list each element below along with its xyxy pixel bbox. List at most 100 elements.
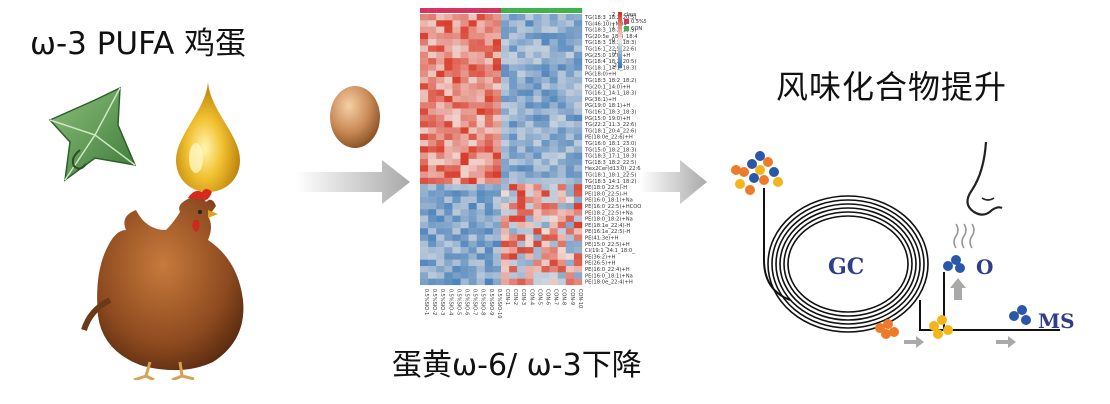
heatmap-cell: [484, 127, 494, 134]
heatmap-cell: [533, 266, 542, 273]
heatmap-cell: [452, 64, 461, 71]
heatmap-cell: [525, 215, 534, 223]
heatmap-cell: [484, 26, 494, 34]
heatmap-cell: [509, 215, 518, 223]
heatmap-cell: [428, 165, 437, 172]
heatmap-cell: [525, 77, 534, 84]
heatmap-cell: [549, 221, 558, 229]
heatmap-cell: [549, 51, 558, 59]
heatmap-cell: [492, 184, 502, 191]
heatmap-cell: [549, 70, 558, 78]
heatmap-cell: [565, 221, 575, 229]
heatmap-cell: [517, 77, 526, 84]
heatmap-cell: [428, 121, 437, 128]
heatmap-cell: [492, 58, 502, 65]
heatmap-cell: [436, 278, 445, 286]
heatmap-cell: [428, 77, 437, 84]
heatmap-cell: [420, 121, 429, 128]
heatmap-cell: [444, 39, 453, 46]
heatmap-cell: [420, 140, 429, 147]
heatmap-cell: [509, 196, 518, 204]
heatmap-cell: [549, 196, 558, 204]
heatmap-cell: [549, 146, 558, 153]
heatmap-cell: [501, 184, 510, 191]
column-label: 0.5%SIO-3: [439, 289, 445, 315]
heatmap-cell: [452, 32, 461, 40]
heatmap-cell: [436, 203, 445, 210]
heatmap-cell: [484, 221, 494, 229]
heatmap-cell: [460, 228, 469, 235]
heatmap-cell: [565, 196, 575, 204]
heatmap-cell: [573, 45, 583, 52]
heatmap-cell: [460, 240, 469, 248]
heatmap-cell: [428, 95, 437, 103]
heatmap-cell: [420, 14, 429, 21]
heatmap-cell: [549, 190, 558, 197]
heatmap-cell: [525, 108, 534, 115]
heatmap-cell: [525, 272, 534, 279]
row-label: Cl(19:1_24:1_18:0_: [585, 248, 635, 254]
heatmap-cell: [492, 114, 502, 122]
heatmap-cell: [476, 64, 485, 71]
heatmap-cell: [501, 152, 510, 160]
row-label: TG(18:1_14:1_18:3): [584, 65, 636, 71]
heatmap-cell: [557, 165, 566, 172]
heatmap-cell: [428, 171, 437, 178]
heatmap-cell: [573, 165, 583, 172]
row-label: PE(18:2_22:5)+Na: [585, 210, 633, 216]
heatmap-cell: [557, 146, 566, 153]
heatmap-cell: [436, 247, 445, 254]
heatmap-cell: [501, 114, 510, 122]
heatmap-cell: [517, 221, 526, 229]
heatmap-cell: [509, 171, 518, 178]
heatmap-cell: [533, 196, 542, 204]
heatmap-cell: [476, 108, 485, 115]
flow-arrow-2-icon: [640, 160, 707, 204]
scale-segment: [618, 51, 622, 55]
heatmap-cell: [420, 234, 429, 241]
heatmap-cell: [557, 259, 566, 267]
heatmap-cell: [565, 14, 575, 21]
scale-tick: 2: [612, 12, 615, 18]
heatmap-cell: [525, 51, 534, 59]
heatmap-cell: [533, 190, 542, 197]
heatmap-cell: [428, 127, 437, 134]
heatmap-cell: [525, 64, 534, 71]
heatmap-cell: [428, 140, 437, 147]
heatmap-cell: [565, 152, 575, 160]
heatmap-cell: [557, 133, 566, 141]
heatmap-cell: [525, 209, 534, 216]
heatmap-cell: [468, 184, 477, 191]
heatmap-cell: [541, 121, 550, 128]
group-bar-segment: [533, 8, 542, 13]
heatmap-cell: [468, 253, 477, 260]
heatmap-cell: [565, 83, 575, 90]
heatmap-cell: [501, 83, 510, 90]
heatmap-cell: [525, 278, 534, 286]
heatmap-cell: [436, 39, 445, 46]
heatmap-cell: [565, 171, 575, 178]
column-label: 0.5%SIO-2: [431, 289, 437, 315]
heatmap-cell: [436, 95, 445, 103]
heatmap-cell: [501, 89, 510, 97]
heatmap-cell: [565, 51, 575, 59]
heatmap-cell: [565, 146, 575, 153]
heatmap-cell: [517, 190, 526, 197]
scale-segment: [618, 14, 622, 18]
heatmap-cell: [484, 114, 494, 122]
heatmap-cell: [444, 14, 453, 21]
heatmap-cell: [468, 108, 477, 115]
heatmap-cell: [565, 240, 575, 248]
heatmap-cell: [484, 171, 494, 178]
heatmap-cell: [557, 32, 566, 40]
heatmap-cell: [452, 158, 461, 166]
heatmap-cell: [436, 102, 445, 109]
heatmap-cell: [468, 70, 477, 78]
heatmap-cell: [492, 240, 502, 248]
heatmap-cell: [436, 14, 445, 21]
heatmap-cell: [541, 146, 550, 153]
heatmap-cell: [492, 45, 502, 52]
heatmap-cell: [476, 70, 485, 78]
heatmap-cell: [549, 152, 558, 160]
heatmap-cell: [565, 215, 575, 223]
